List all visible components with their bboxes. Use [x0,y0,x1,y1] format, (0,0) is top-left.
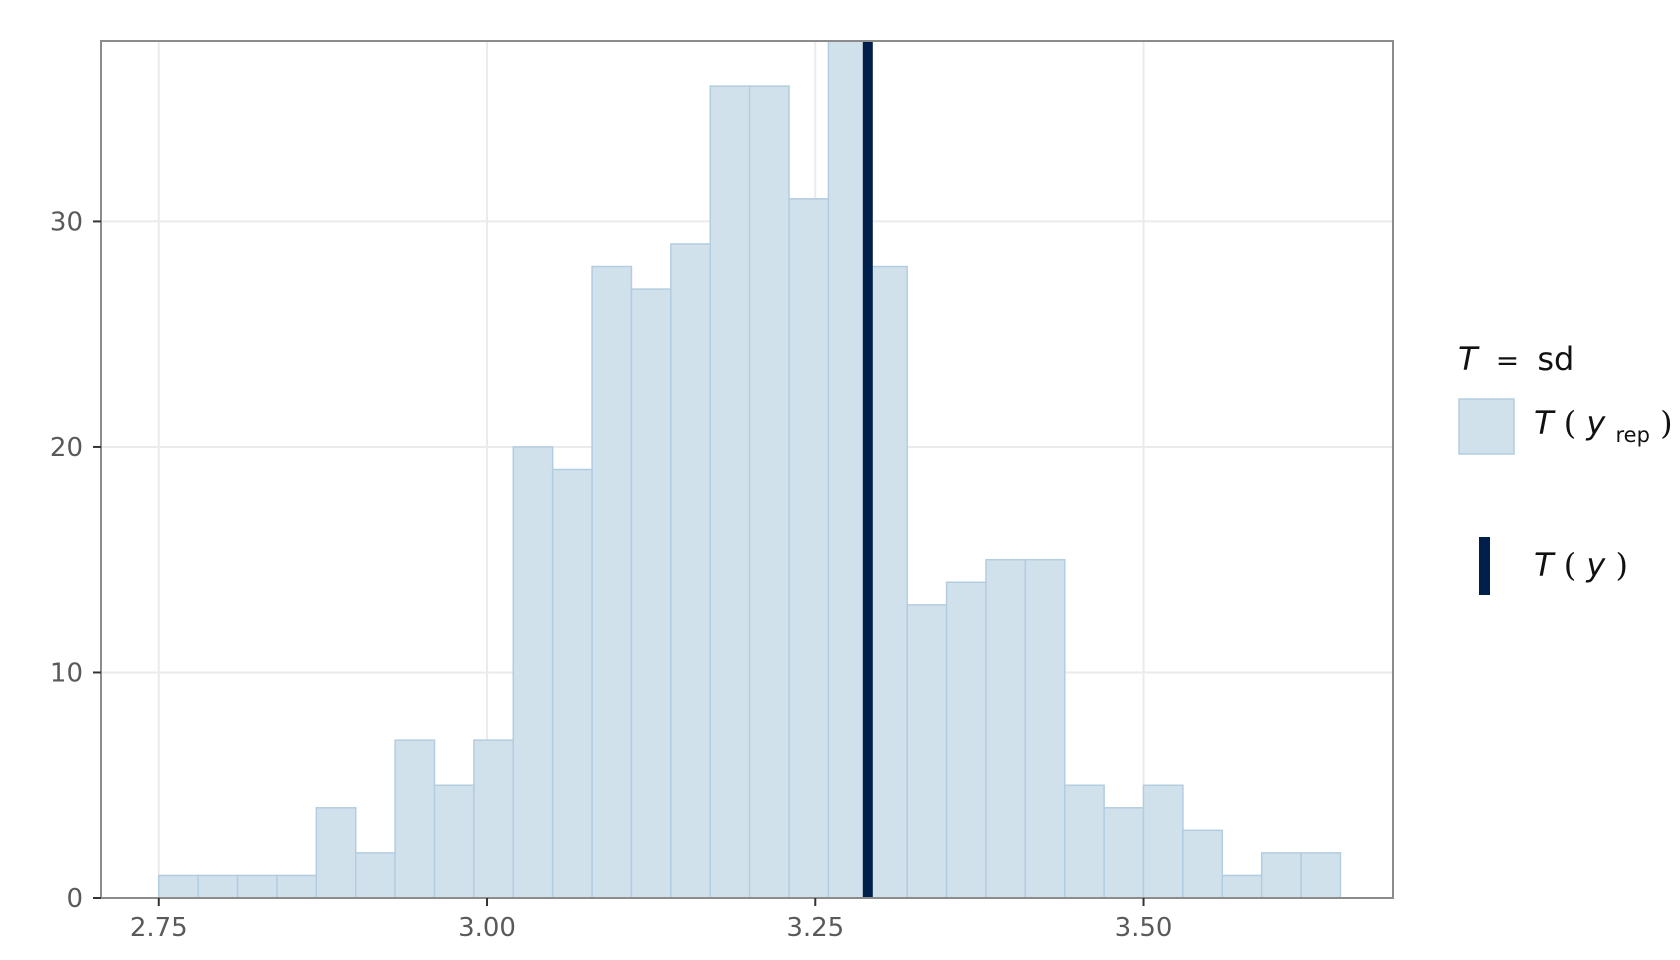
histogram-bar [158,874,199,899]
legend-title-eq: = [1496,344,1519,377]
legend: T = sd T ( y rep ) T ( y ) [1458,340,1673,595]
histogram-bar [551,468,593,899]
legend-yrep-y: y [1585,404,1606,442]
legend-label-observed: T ( y ) [1534,546,1628,584]
x-tick-label: 3.50 [1115,913,1173,943]
histogram-bar [433,784,475,899]
legend-title-T: T [1458,340,1480,378]
histogram-bar [1024,558,1066,899]
histogram-bar [315,807,357,899]
y-tick-label: 10 [50,658,83,688]
observed-statistic-line [862,41,873,898]
observed-statistic-layer [862,41,873,898]
x-tick-label: 2.75 [130,913,188,943]
histogram-bar [473,739,515,899]
legend-label-yrep: T ( y rep ) [1534,404,1673,450]
histogram-bar [1182,829,1224,899]
histogram-bar [197,874,239,899]
histogram-bar [354,852,396,899]
legend-key-observed [1479,537,1490,595]
legend-obs-lparen: ( [1564,546,1576,584]
legend-obs-T: T [1534,546,1556,584]
histogram-bar [1260,852,1302,899]
histogram-bar [827,40,869,899]
histogram-bar [591,265,633,899]
y-tick-label: 0 [66,884,83,914]
histogram-bar [1142,784,1184,899]
histogram-bar [906,604,948,899]
legend-yrep-sub: rep [1615,423,1649,447]
legend-title: T = sd [1458,340,1574,378]
histogram-bar [1063,784,1105,899]
legend-yrep-rparen: ) [1660,404,1672,442]
histogram-bar [276,874,318,899]
histogram-bar [394,739,436,899]
panel-border [100,40,1394,899]
histogram-bar [788,198,830,899]
legend-obs-y: y [1585,546,1606,584]
histogram-bar [1103,807,1145,899]
y-tick-label: 20 [50,433,83,463]
legend-title-stat: sd [1537,340,1574,378]
x-tick-label: 3.00 [458,913,516,943]
histogram-bar [748,85,790,899]
histogram-bar [945,581,987,899]
histogram-bars [158,40,1342,899]
histogram-bar [236,874,278,899]
histogram-bar [1300,852,1342,899]
y-tick-label: 30 [50,207,83,237]
histogram-bar [1221,874,1263,899]
histogram-bar [512,446,554,899]
histogram-bar [670,243,711,899]
legend-obs-rparen: ) [1615,546,1627,584]
histogram-bar [630,288,672,899]
histogram-bar [709,85,751,899]
legend-yrep-T: T [1534,404,1556,442]
axis-ticks: 2.75 3.00 3.25 3.50 0 10 20 30 [50,207,1173,943]
x-tick-label: 3.25 [786,913,844,943]
legend-yrep-lparen: ( [1564,404,1576,442]
legend-key-yrep [1458,398,1515,455]
histogram-bar [867,265,908,899]
histogram-bar [985,558,1027,899]
